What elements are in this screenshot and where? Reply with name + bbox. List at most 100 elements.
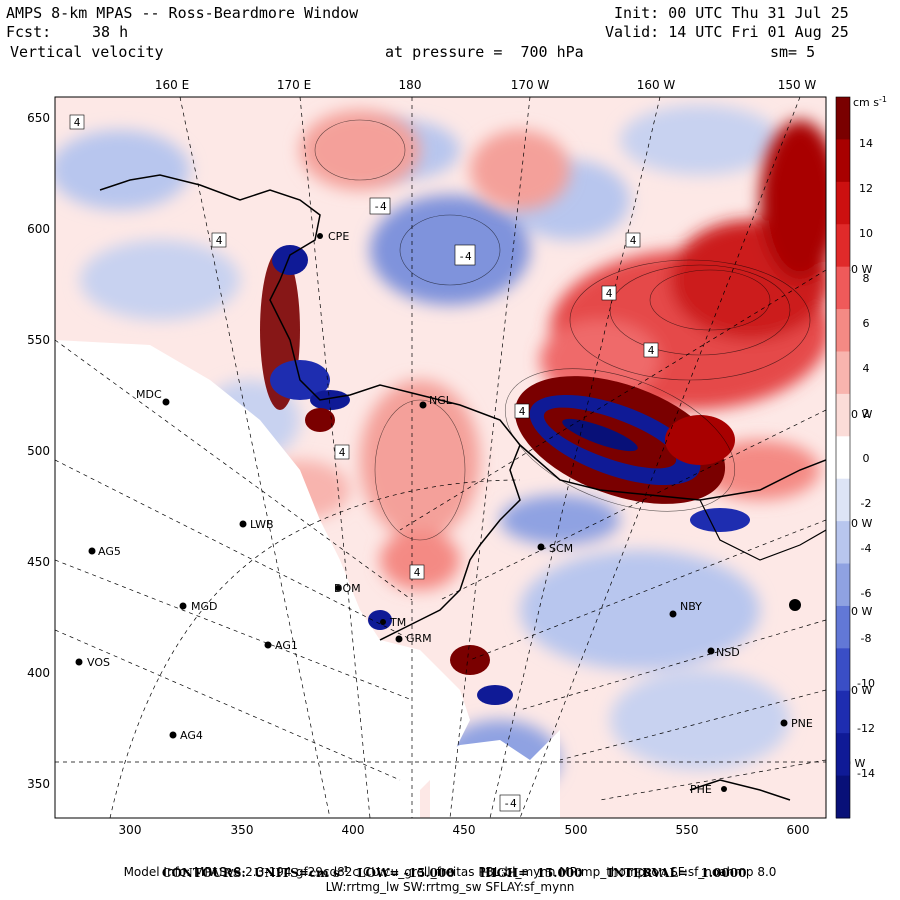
- contour-label: 4: [69, 114, 85, 130]
- svg-text:4: 4: [606, 287, 613, 300]
- x-tick: 550: [676, 823, 699, 837]
- contours-info: CONTOURS: UNITS=cm s-1 LOW= -15.000 HIGH…: [161, 864, 747, 880]
- colorbar-swatch: [836, 478, 850, 522]
- svg-text:-4: -4: [458, 250, 472, 263]
- station-marker: [789, 599, 801, 611]
- colorbar-tick: 8: [863, 272, 870, 285]
- plot-frame: [54, 96, 827, 819]
- x-tick: 300: [119, 823, 142, 837]
- svg-text:AG5: AG5: [98, 545, 121, 558]
- svg-text:CPE: CPE: [328, 230, 349, 243]
- colorbar-tick: 2: [863, 407, 870, 420]
- station-marker: SCM: [537, 542, 573, 555]
- svg-text:AG1: AG1: [275, 639, 298, 652]
- svg-text:NBY: NBY: [680, 600, 702, 613]
- lon-label: 160 W: [637, 78, 676, 92]
- colorbar-tick: -4: [861, 542, 872, 555]
- svg-text:LWB: LWB: [250, 518, 274, 531]
- colorbar-swatch: [836, 436, 850, 480]
- svg-text:-4: -4: [373, 200, 387, 213]
- colorbar-tick: 0: [863, 452, 870, 465]
- contour-lines: [314, 119, 811, 541]
- y-tick: 650: [27, 111, 50, 125]
- plot-title: AMPS 8-km MPAS -- Ross-Beardmore Window: [6, 4, 359, 22]
- colorbar-swatch: [836, 690, 850, 734]
- colorbar-tick: 14: [859, 137, 873, 150]
- forecast-label: Fcst:: [6, 23, 52, 41]
- colorbar-frame: [835, 96, 851, 819]
- colorbar-swatch: [836, 309, 850, 352]
- svg-text:4: 4: [339, 446, 346, 459]
- y-tick: 350: [27, 777, 50, 791]
- smoothing-value: sm= 5: [770, 43, 816, 61]
- x-tick: 400: [342, 823, 365, 837]
- svg-text:VOS: VOS: [87, 656, 110, 669]
- x-tick: 350: [231, 823, 254, 837]
- colorbar-swatch: [836, 181, 850, 225]
- contour-labels: 4 4 -4 4 4 4 -4 4 4 -4 4: [69, 114, 659, 812]
- colorbar-tick: -8: [861, 632, 872, 645]
- lon-label: 170 W: [511, 78, 550, 92]
- station-marker: MGD: [179, 600, 218, 613]
- svg-text:4: 4: [648, 344, 655, 357]
- station-marker: PHE: [690, 783, 727, 796]
- pressure-level: at pressure = 700 hPa: [385, 43, 584, 61]
- colorbar-units: cm s-1: [853, 95, 887, 109]
- colorbar-tick: -2: [861, 497, 872, 510]
- svg-text:4: 4: [414, 566, 421, 579]
- contour-label: 4: [625, 232, 641, 248]
- station-marker: DOM: [334, 582, 361, 595]
- contour-label: 4: [601, 285, 617, 301]
- svg-text:NGL: NGL: [429, 394, 453, 407]
- velocity-field: [55, 97, 826, 818]
- svg-text:SCM: SCM: [549, 542, 573, 555]
- x-axis-ticks: 300 350 400 450 500 550 600: [119, 823, 810, 837]
- contour-label: 4: [334, 444, 350, 460]
- colorbar-swatch: [836, 563, 850, 607]
- colorbar-tick: 6: [863, 317, 870, 330]
- valid-time: Valid: 14 UTC Fri 01 Aug 25: [605, 23, 849, 41]
- lon-label: 150 W: [778, 78, 817, 92]
- colorbar-swatch: [836, 351, 850, 395]
- colorbar-swatch: [836, 775, 850, 819]
- colorbar-tick: -12: [857, 722, 875, 735]
- station-marker: AG4: [169, 729, 203, 742]
- colorbar-swatch: [836, 224, 850, 268]
- top-lon-labels: 160 E 170 E 180 170 W 160 W 150 W: [155, 78, 817, 92]
- station-marker: LWB: [239, 518, 274, 531]
- contour-label: -4: [454, 244, 476, 266]
- field-name: Vertical velocity: [10, 43, 164, 61]
- station-marker: CPE: [317, 230, 349, 243]
- forecast-hour: 38 h: [92, 23, 129, 41]
- station-marker: AG5: [88, 545, 121, 558]
- lon-label: 180: [399, 78, 422, 92]
- svg-text:4: 4: [519, 405, 526, 418]
- colorbar-swatch: [836, 733, 850, 777]
- colorbar-swatch: [836, 266, 850, 310]
- x-tick: 600: [787, 823, 810, 837]
- contour-label: 4: [409, 564, 425, 580]
- contour-label: -4: [369, 197, 391, 215]
- station-marker: VOS: [75, 656, 110, 669]
- svg-text:AG4: AG4: [180, 729, 203, 742]
- station-marker: NSD: [707, 646, 740, 659]
- svg-text:PNE: PNE: [791, 717, 813, 730]
- y-tick: 500: [27, 444, 50, 458]
- x-tick: 450: [453, 823, 476, 837]
- y-tick: 550: [27, 333, 50, 347]
- x-tick: 500: [565, 823, 588, 837]
- svg-text:DOM: DOM: [334, 582, 361, 595]
- svg-text:TM: TM: [389, 616, 406, 629]
- station-marker: NGL: [419, 394, 453, 409]
- colorbar-swatch: [836, 393, 850, 437]
- lon-label: 170 E: [277, 78, 311, 92]
- svg-text:-4: -4: [503, 797, 517, 810]
- colorbar-ticks: 14 12 10 8 6 4 2 0 -2 -4 -6 -8 -10 -12 -14: [857, 137, 875, 780]
- y-tick: 600: [27, 222, 50, 236]
- svg-text:MDC: MDC: [136, 388, 162, 401]
- stations: MDC NGL SCM AG5 MGD AG1 VOS AG4 NBY NSD …: [75, 230, 813, 796]
- contour-label: 4: [211, 232, 227, 248]
- colorbar-swatch: [836, 139, 850, 183]
- svg-text:4: 4: [216, 234, 223, 247]
- ross-ice-shelf-region: [55, 340, 470, 818]
